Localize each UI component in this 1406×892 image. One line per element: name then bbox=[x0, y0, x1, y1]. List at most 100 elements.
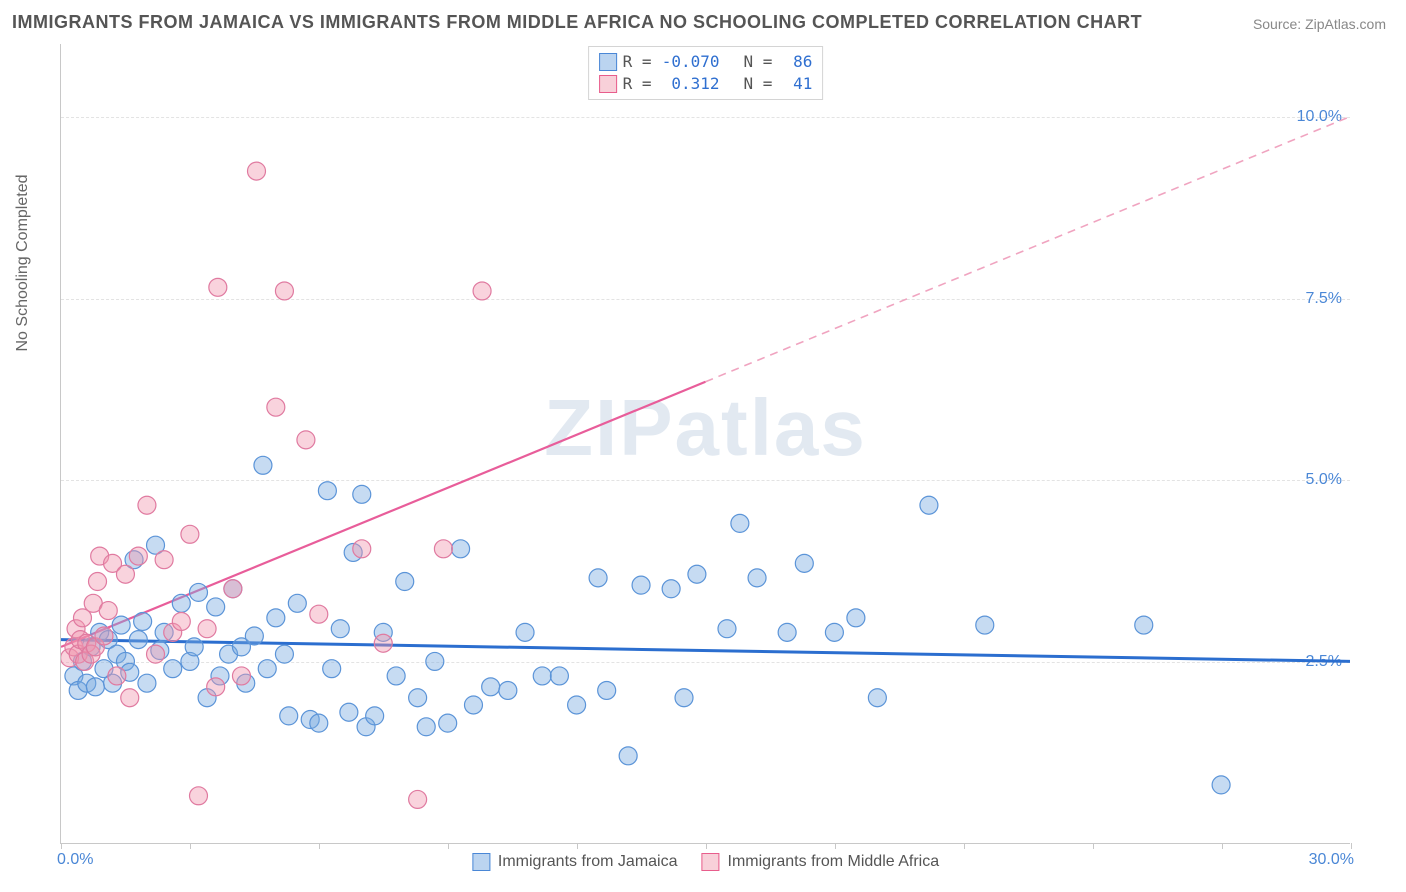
source-attribution: Source: ZipAtlas.com bbox=[1253, 16, 1386, 32]
y-axis-label: No Schooling Completed bbox=[14, 175, 32, 352]
data-point bbox=[387, 667, 405, 685]
data-point bbox=[795, 554, 813, 572]
x-tick bbox=[448, 843, 449, 849]
legend-swatch bbox=[701, 853, 719, 871]
data-point bbox=[473, 282, 491, 300]
chart-title: IMMIGRANTS FROM JAMAICA VS IMMIGRANTS FR… bbox=[12, 12, 1142, 33]
x-tick bbox=[835, 843, 836, 849]
data-point bbox=[409, 689, 427, 707]
data-point bbox=[718, 620, 736, 638]
legend-swatch bbox=[472, 853, 490, 871]
data-point bbox=[748, 569, 766, 587]
data-point bbox=[589, 569, 607, 587]
x-tick bbox=[1093, 843, 1094, 849]
data-point bbox=[310, 714, 328, 732]
x-tick bbox=[706, 843, 707, 849]
data-point bbox=[275, 282, 293, 300]
data-point bbox=[147, 645, 165, 663]
data-point bbox=[340, 703, 358, 721]
data-point bbox=[207, 598, 225, 616]
data-point bbox=[245, 627, 263, 645]
n-label: N = bbox=[744, 73, 773, 95]
data-point bbox=[172, 612, 190, 630]
data-point bbox=[209, 278, 227, 296]
data-point bbox=[129, 547, 147, 565]
data-point bbox=[138, 674, 156, 692]
data-point bbox=[232, 667, 250, 685]
data-point bbox=[248, 162, 266, 180]
data-point bbox=[1212, 776, 1230, 794]
r-value: 0.312 bbox=[658, 73, 720, 95]
data-point bbox=[868, 689, 886, 707]
trend-line-extrapolated bbox=[706, 117, 1351, 382]
data-point bbox=[568, 696, 586, 714]
data-point bbox=[288, 594, 306, 612]
data-point bbox=[426, 652, 444, 670]
data-point bbox=[825, 623, 843, 641]
correlation-legend: R =-0.070N =86R = 0.312 N =41 bbox=[588, 46, 824, 100]
data-point bbox=[464, 696, 482, 714]
data-point bbox=[417, 718, 435, 736]
data-point bbox=[198, 620, 216, 638]
data-point bbox=[366, 707, 384, 725]
legend-item: Immigrants from Jamaica bbox=[472, 853, 678, 871]
data-point bbox=[976, 616, 994, 634]
data-point bbox=[731, 514, 749, 532]
data-point bbox=[409, 790, 427, 808]
data-point bbox=[331, 620, 349, 638]
n-label: N = bbox=[744, 51, 773, 73]
data-point bbox=[258, 660, 276, 678]
data-point bbox=[254, 456, 272, 474]
r-label: R = bbox=[623, 73, 652, 95]
data-point bbox=[116, 565, 134, 583]
data-point bbox=[452, 540, 470, 558]
data-point bbox=[121, 689, 139, 707]
data-point bbox=[598, 681, 616, 699]
data-point bbox=[267, 609, 285, 627]
data-point bbox=[675, 689, 693, 707]
x-axis-min-label: 0.0% bbox=[57, 851, 93, 869]
legend-label: Immigrants from Middle Africa bbox=[727, 853, 939, 871]
x-axis-max-label: 30.0% bbox=[1309, 851, 1354, 869]
x-tick bbox=[190, 843, 191, 849]
data-point bbox=[185, 638, 203, 656]
legend-swatch bbox=[599, 53, 617, 71]
legend-label: Immigrants from Jamaica bbox=[498, 853, 678, 871]
x-tick bbox=[61, 843, 62, 849]
data-point bbox=[224, 580, 242, 598]
data-point bbox=[688, 565, 706, 583]
data-point bbox=[138, 496, 156, 514]
data-point bbox=[275, 645, 293, 663]
data-point bbox=[207, 678, 225, 696]
data-point bbox=[662, 580, 680, 598]
data-point bbox=[155, 551, 173, 569]
r-label: R = bbox=[623, 51, 652, 73]
n-value: 41 bbox=[778, 73, 812, 95]
data-point bbox=[1135, 616, 1153, 634]
data-point bbox=[632, 576, 650, 594]
data-point bbox=[134, 612, 152, 630]
data-point bbox=[516, 623, 534, 641]
legend-swatch bbox=[599, 75, 617, 93]
data-point bbox=[619, 747, 637, 765]
data-point bbox=[396, 573, 414, 591]
data-point bbox=[439, 714, 457, 732]
data-point bbox=[297, 431, 315, 449]
x-tick bbox=[319, 843, 320, 849]
legend-item: Immigrants from Middle Africa bbox=[701, 853, 939, 871]
legend-row: R =-0.070N =86 bbox=[599, 51, 813, 73]
data-point bbox=[112, 616, 130, 634]
legend-row: R = 0.312 N =41 bbox=[599, 73, 813, 95]
data-point bbox=[172, 594, 190, 612]
data-point bbox=[99, 602, 117, 620]
data-point bbox=[499, 681, 517, 699]
data-point bbox=[86, 678, 104, 696]
data-point bbox=[190, 787, 208, 805]
data-point bbox=[353, 485, 371, 503]
data-point bbox=[353, 540, 371, 558]
data-point bbox=[374, 634, 392, 652]
data-point bbox=[190, 583, 208, 601]
data-point bbox=[482, 678, 500, 696]
series-legend: Immigrants from Jamaica Immigrants from M… bbox=[472, 853, 939, 871]
n-value: 86 bbox=[778, 51, 812, 73]
